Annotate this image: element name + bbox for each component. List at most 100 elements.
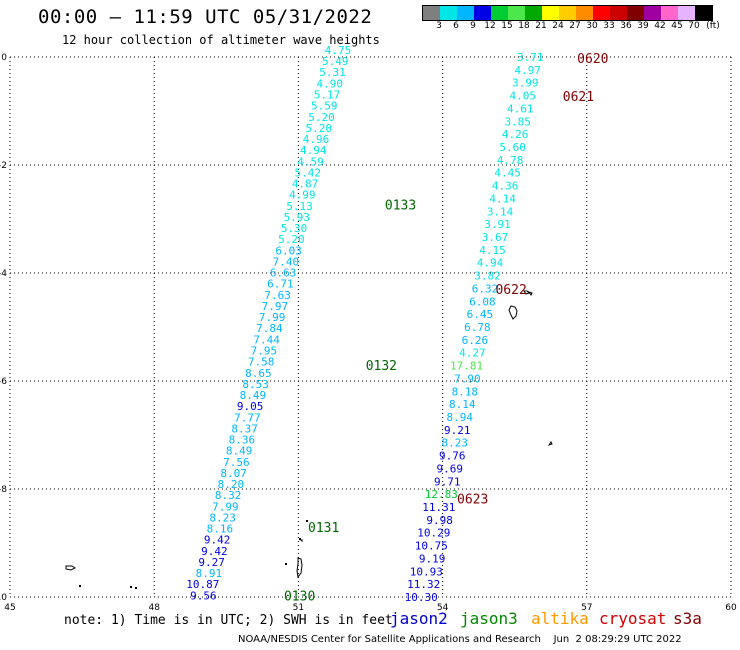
colorbar-swatch [474,6,491,20]
wave-height-value: 9.71 [434,475,461,488]
pass-label: 0620 [577,52,608,67]
wave-height-value: 8.49 [226,445,253,458]
wave-height-value: 4.75 [325,44,352,57]
wave-height-value: 8.91 [196,567,223,580]
wave-height-value: 7.63 [264,289,291,302]
lon-tick-label: 60 [725,603,737,613]
colorbar-label: (ft) [706,21,720,31]
wave-height-value: 10.75 [415,540,448,553]
wave-height-value: 17.81 [450,360,483,373]
wave-height-value: 5.49 [322,55,349,68]
wave-height-value: 8.65 [245,367,272,380]
island-outline [296,557,303,579]
island-outline [299,539,303,543]
pass-label: 0131 [308,521,339,536]
wave-height-value: 7.77 [234,411,261,424]
colorbar-swatch [542,6,559,20]
wave-height-value: 5.59 [311,100,338,113]
legend-item-s3a: s3a [673,609,702,628]
wave-height-value: 7.95 [251,345,278,358]
wave-height-value: 5.31 [319,66,346,79]
wave-height-value: 8.53 [242,378,269,391]
colorbar-swatch [423,6,440,20]
colorbar-label: 15 [501,21,513,31]
wave-height-value: 8.37 [231,422,258,435]
wave-height-value: 7.40 [273,255,300,268]
colorbar-swatch [508,6,525,20]
colorbar-swatch [576,6,593,20]
wave-height-value: 4.05 [509,90,536,103]
wave-height-value: 7.90 [454,372,481,385]
wave-height-value: 3.67 [482,231,509,244]
map-subtitle: 12 hour collection of altimeter wave hei… [62,33,380,47]
colorbar-label: 3 [436,21,442,31]
island-dot [285,563,287,565]
wave-height-value: 7.58 [248,356,275,369]
colorbar-label: 12 [484,21,496,31]
wave-height-value: 8.20 [218,478,245,491]
colorbar-swatch [678,6,695,20]
colorbar-label: 70 [688,21,700,31]
colorbar-swatch [661,6,678,20]
pass-label: 0622 [495,283,526,298]
lon-tick-label: 57 [581,603,592,613]
colorbar-swatch [457,6,474,20]
wave-height-value: 10.87 [186,578,219,591]
wave-height-value: 3.14 [487,205,514,218]
wave-height-value: 5.20 [306,122,333,135]
wave-height-value: 9.42 [201,545,228,558]
wave-height-value: 8.23 [209,511,236,524]
island-outline [508,305,518,320]
footer-credit: NOAA/NESDIS Center for Satellite Applica… [238,634,682,645]
colorbar-label: 6 [453,21,459,31]
pass-label: 0130 [284,589,315,604]
wave-height-value: 4.36 [492,180,519,193]
wave-height-value: 8.49 [240,389,267,402]
wave-height-value: 6.45 [467,308,494,321]
pass-label: 0133 [385,198,416,213]
wave-height-value: 4.97 [515,64,542,77]
lat-tick-label: -8 [0,485,7,495]
wave-height-value: 9.27 [198,556,225,569]
wave-height-value: 3.82 [474,270,501,283]
wave-height-value: 6.78 [464,321,491,334]
wave-height-value: 11.32 [407,578,440,591]
colorbar-swatch [610,6,627,20]
colorbar-label: 9 [470,21,476,31]
colorbar-labels: 3 6 9 12 15 18 21 24 27 30 33 36 39 42 45 70 (ft) [422,21,740,33]
lon-tick-label: 48 [148,603,160,613]
wave-height-value: 4.27 [459,347,486,360]
wave-height-value: 4.94 [477,257,504,270]
wave-height-value: 10.30 [405,591,438,604]
legend-item-cryosat: cryosat [599,609,667,628]
wave-height-value: 7.56 [223,456,250,469]
wave-height-value: 4.87 [292,178,319,191]
wave-height-value: 4.99 [289,189,316,202]
wave-height-value: 5.42 [295,166,322,179]
colorbar-label: 42 [654,21,666,31]
wave-height-value: 4.90 [317,77,344,90]
wave-height-value: 4.78 [497,154,524,167]
lon-tick-label: 45 [4,603,15,613]
colorbar-label: 36 [620,21,632,31]
wave-height-value: 6.63 [270,267,297,280]
wave-height-value: 9.56 [190,589,217,602]
colorbar-swatch [559,6,576,20]
wave-height-value: 3.99 [512,77,539,90]
wave-height-value: 7.84 [256,322,283,335]
colorbar-swatch [644,6,661,20]
wave-height-value: 5.20 [308,111,335,124]
colorbar-label: 18 [518,21,530,31]
wave-height-value: 5.17 [314,89,341,102]
wave-height-value: 8.23 [442,437,469,450]
wave-height-value: 5.30 [281,222,308,235]
lat-tick-label: 0 [1,53,7,63]
wave-height-value: 6.26 [462,334,489,347]
island-outline [65,565,76,571]
wave-height-value: 8.94 [447,411,474,424]
island-dot [135,587,137,589]
island-dot [79,585,81,587]
lat-tick-label: -10 [0,593,7,603]
lon-tick-label: 54 [437,603,449,613]
